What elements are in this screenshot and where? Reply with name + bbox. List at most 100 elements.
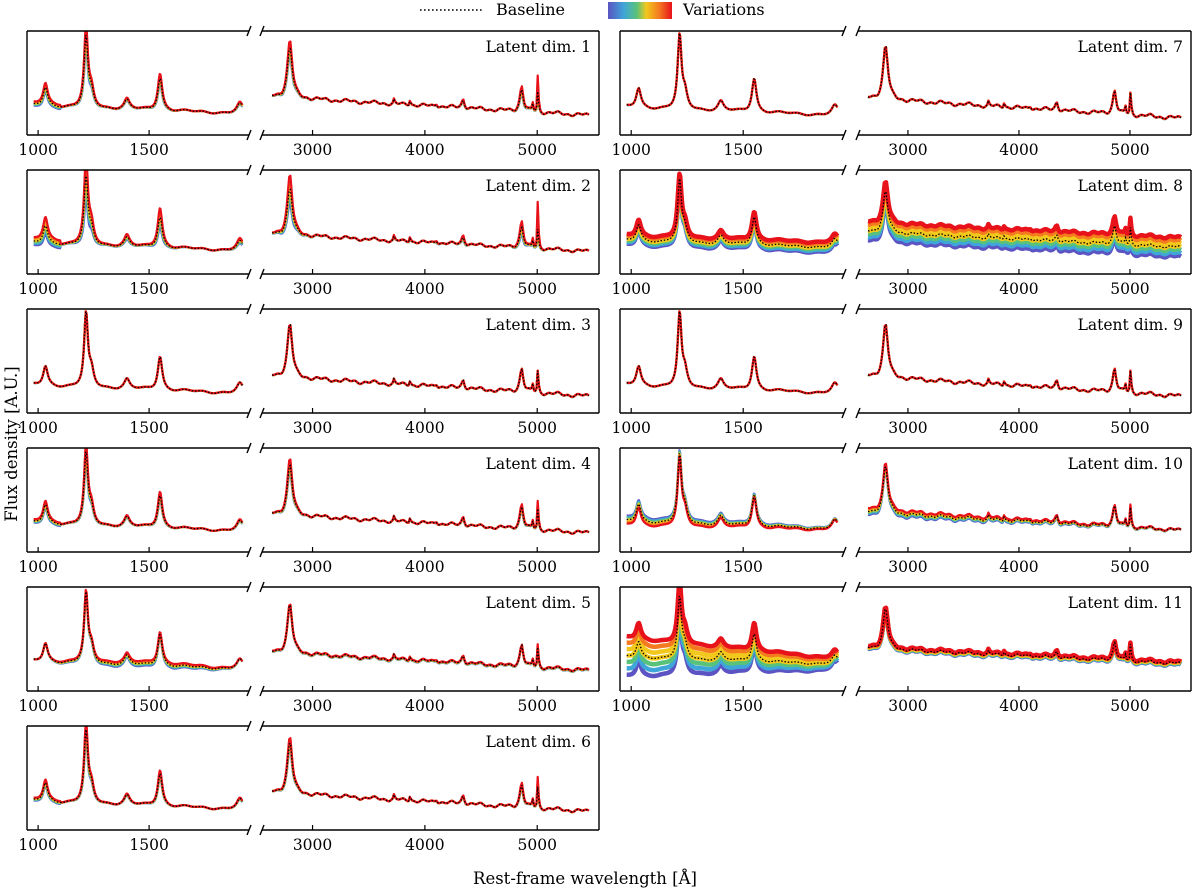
baseline-line — [33, 729, 243, 810]
axis-break-mark — [841, 303, 847, 315]
variation-line — [33, 31, 244, 115]
x-tick-label: 1500 — [129, 280, 168, 298]
axis-break-mark — [259, 25, 265, 37]
variation-line — [271, 470, 590, 535]
x-tick-label: 3000 — [293, 419, 332, 437]
axis-break-mark — [246, 164, 252, 176]
legend-variations-label: Variations — [682, 0, 765, 19]
panel-label: Latent dim. 4 — [486, 455, 592, 473]
axis-break-mark — [841, 164, 847, 176]
variation-line — [271, 743, 590, 814]
variation-line — [271, 604, 590, 673]
axis-break-mark — [855, 407, 861, 419]
x-tick-label: 3000 — [293, 280, 332, 298]
x-tick-label: 3000 — [888, 419, 927, 437]
variation-line — [33, 459, 244, 532]
baseline-line — [626, 453, 838, 530]
axis-break-mark — [841, 25, 847, 37]
panel-latent-dim-6: 1000 1500 3000 4000 5000 Latent dim. 6 — [18, 720, 600, 854]
variation-line — [33, 448, 244, 532]
axis-break-mark — [841, 442, 847, 454]
x-tick-label: 1000 — [18, 280, 57, 298]
x-tick-label: 1000 — [611, 141, 650, 159]
variation-line — [271, 747, 590, 814]
variation-line — [271, 745, 590, 814]
variation-line — [626, 310, 839, 395]
variation-line — [626, 32, 839, 117]
x-tick-label: 3000 — [293, 141, 332, 159]
variation-line — [33, 730, 244, 811]
variation-line — [33, 726, 244, 811]
variation-line — [271, 202, 590, 254]
axis-break-mark — [855, 442, 861, 454]
x-tick-label: 5000 — [1110, 419, 1149, 437]
panel-latent-dim-1: 1000 1500 3000 4000 5000 Latent dim. 1 — [18, 25, 600, 159]
axis-break-mark — [855, 685, 861, 697]
variation-line — [33, 37, 244, 115]
variation-line — [33, 448, 244, 532]
panel-label: Latent dim. 3 — [486, 316, 591, 334]
variation-line — [271, 50, 590, 118]
axis-break-mark — [855, 268, 861, 280]
baseline-line — [271, 324, 590, 398]
axis-break-mark — [841, 407, 847, 419]
x-tick-label: 5000 — [517, 141, 556, 159]
x-tick-label: 5000 — [1110, 558, 1149, 576]
axis-break-mark — [246, 303, 252, 315]
variation-line — [33, 726, 244, 811]
panel-latent-dim-4: 1000 1500 3000 4000 5000 Latent dim. 4 — [18, 442, 600, 576]
x-tick-label: 5000 — [1110, 141, 1149, 159]
variation-line — [33, 591, 244, 671]
panel-latent-dim-5: 1000 1500 3000 4000 5000 Latent dim. 5 — [18, 581, 600, 715]
baseline-line — [626, 33, 838, 116]
variation-line — [867, 46, 1182, 120]
variation-line — [866, 180, 1183, 241]
variation-line — [33, 41, 244, 115]
axis-break-mark — [855, 546, 861, 558]
x-tick-label: 1500 — [129, 419, 168, 437]
variation-line — [866, 605, 1183, 665]
x-tick-label: 3000 — [293, 558, 332, 576]
legend-variations-swatch — [608, 2, 672, 19]
baseline-line — [33, 451, 243, 532]
x-tick-label: 1000 — [611, 697, 650, 715]
x-tick-label: 1000 — [611, 419, 650, 437]
variation-line — [626, 32, 839, 117]
variation-line — [33, 181, 244, 252]
x-tick-label: 3000 — [293, 697, 332, 715]
axis-break-mark — [246, 581, 252, 593]
variation-line — [626, 451, 839, 530]
x-tick-label: 4000 — [405, 558, 444, 576]
axis-break-mark — [841, 546, 847, 558]
x-tick-label: 1000 — [18, 419, 57, 437]
variation-line — [33, 310, 244, 395]
variation-line — [271, 52, 590, 118]
variation-line — [625, 173, 840, 247]
variation-line — [271, 468, 590, 535]
x-tick-label: 1500 — [723, 280, 762, 298]
variation-line — [626, 310, 839, 395]
x-tick-label: 1000 — [18, 697, 57, 715]
variation-line — [625, 587, 840, 662]
variation-line — [33, 310, 244, 395]
x-tick-label: 1500 — [723, 558, 762, 576]
variation-line — [625, 599, 840, 669]
variation-line — [33, 589, 244, 670]
x-tick-label: 4000 — [405, 280, 444, 298]
variation-line — [33, 44, 244, 115]
x-tick-label: 4000 — [999, 141, 1038, 159]
panel-label: Latent dim. 8 — [1078, 177, 1183, 195]
variation-line — [625, 587, 840, 660]
panel-label: Latent dim. 5 — [486, 594, 591, 612]
axis-break-mark — [855, 581, 861, 593]
variation-line — [626, 310, 839, 395]
x-tick-label: 1500 — [129, 558, 168, 576]
baseline-line — [33, 591, 243, 670]
variation-line — [271, 324, 590, 398]
x-tick-label: 1500 — [723, 419, 762, 437]
axis-break-mark — [246, 685, 252, 697]
baseline-line — [33, 311, 243, 394]
axis-break-mark — [855, 129, 861, 141]
variation-line — [33, 448, 244, 532]
variation-line — [33, 735, 244, 811]
